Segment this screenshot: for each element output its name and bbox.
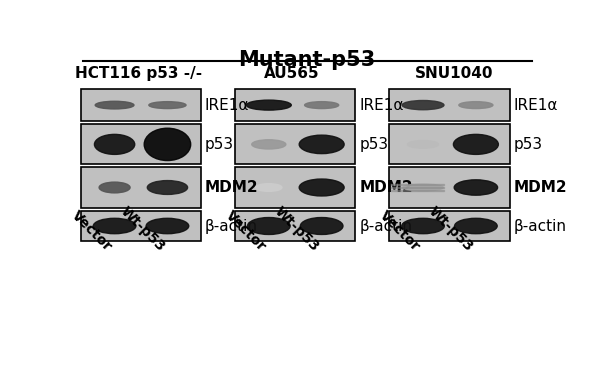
Ellipse shape (93, 218, 136, 234)
Text: Vector: Vector (377, 208, 423, 254)
Text: Vector: Vector (223, 208, 269, 254)
Ellipse shape (299, 135, 344, 154)
Bar (391, 187, 444, 188)
Text: Vector: Vector (69, 208, 115, 254)
Text: Mutant-p53: Mutant-p53 (238, 51, 375, 70)
Ellipse shape (149, 101, 186, 108)
Text: MDM2: MDM2 (205, 180, 258, 195)
Text: MDM2: MDM2 (514, 180, 567, 195)
Ellipse shape (403, 184, 443, 191)
Text: IRE1α: IRE1α (359, 98, 404, 113)
Text: Wt-p53: Wt-p53 (271, 204, 322, 254)
Ellipse shape (252, 140, 286, 149)
Bar (81, 124, 201, 165)
Bar (389, 211, 509, 241)
Text: β-actin: β-actin (205, 218, 258, 234)
Text: HCT116 p53 -/-: HCT116 p53 -/- (75, 66, 202, 81)
Ellipse shape (246, 100, 291, 110)
Ellipse shape (147, 180, 188, 194)
Ellipse shape (255, 184, 282, 192)
Ellipse shape (402, 100, 444, 110)
Text: β-actin: β-actin (359, 218, 412, 234)
Text: IRE1α: IRE1α (514, 98, 558, 113)
Ellipse shape (454, 218, 497, 234)
Text: p53: p53 (359, 137, 388, 152)
Ellipse shape (299, 179, 344, 196)
Bar (235, 89, 355, 121)
Text: β-actin: β-actin (514, 218, 566, 234)
Bar (391, 184, 444, 185)
Ellipse shape (99, 182, 130, 193)
Text: p53: p53 (514, 137, 542, 152)
Text: Wt-p53: Wt-p53 (117, 204, 167, 254)
Ellipse shape (459, 101, 493, 108)
Bar (81, 168, 201, 207)
Ellipse shape (144, 128, 191, 161)
Ellipse shape (407, 141, 438, 148)
Bar (81, 211, 201, 241)
Ellipse shape (454, 180, 498, 195)
Ellipse shape (453, 134, 498, 154)
Ellipse shape (402, 218, 444, 234)
Ellipse shape (248, 218, 290, 234)
Bar (235, 124, 355, 165)
Ellipse shape (304, 101, 338, 108)
Ellipse shape (94, 134, 135, 154)
Bar (235, 168, 355, 207)
Bar (235, 211, 355, 241)
Bar (389, 124, 509, 165)
Bar (389, 89, 509, 121)
Text: MDM2: MDM2 (359, 180, 413, 195)
Text: SNU1040: SNU1040 (415, 66, 494, 81)
Ellipse shape (300, 218, 343, 234)
Text: IRE1α: IRE1α (205, 98, 249, 113)
Ellipse shape (146, 218, 189, 234)
Text: Wt-p53: Wt-p53 (426, 204, 476, 254)
Bar (391, 190, 444, 192)
Text: AU565: AU565 (264, 66, 319, 81)
Text: p53: p53 (205, 137, 234, 152)
Ellipse shape (95, 101, 134, 109)
Bar (81, 89, 201, 121)
Bar (389, 168, 509, 207)
